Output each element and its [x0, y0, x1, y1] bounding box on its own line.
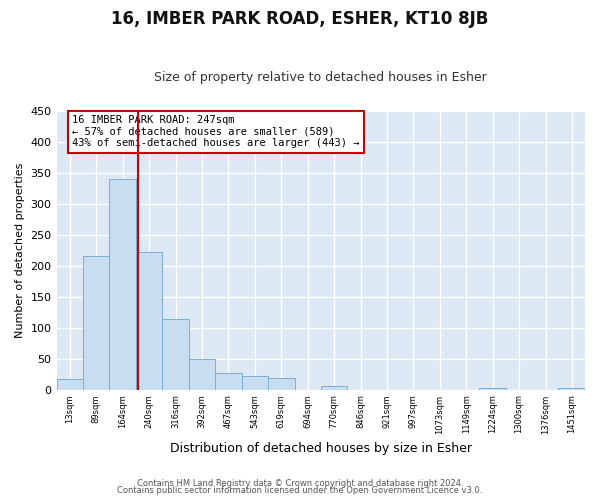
Bar	[163, 319, 189, 390]
Text: 16, IMBER PARK ROAD, ESHER, KT10 8JB: 16, IMBER PARK ROAD, ESHER, KT10 8JB	[112, 10, 488, 28]
Bar	[56, 379, 83, 390]
X-axis label: Distribution of detached houses by size in Esher: Distribution of detached houses by size …	[170, 442, 472, 455]
Bar	[479, 388, 506, 390]
Bar	[268, 378, 295, 390]
Y-axis label: Number of detached properties: Number of detached properties	[15, 162, 25, 338]
Bar	[215, 374, 242, 390]
Bar	[321, 386, 347, 390]
Bar	[242, 376, 268, 390]
Bar	[83, 256, 110, 390]
Text: Contains public sector information licensed under the Open Government Licence v3: Contains public sector information licen…	[118, 486, 482, 495]
Text: Contains HM Land Registry data © Crown copyright and database right 2024.: Contains HM Land Registry data © Crown c…	[137, 478, 463, 488]
Bar	[109, 179, 136, 390]
Title: Size of property relative to detached houses in Esher: Size of property relative to detached ho…	[154, 70, 487, 84]
Bar	[559, 388, 585, 390]
Bar	[136, 252, 163, 390]
Bar	[189, 358, 215, 390]
Text: 16 IMBER PARK ROAD: 247sqm
← 57% of detached houses are smaller (589)
43% of sem: 16 IMBER PARK ROAD: 247sqm ← 57% of deta…	[73, 115, 360, 148]
